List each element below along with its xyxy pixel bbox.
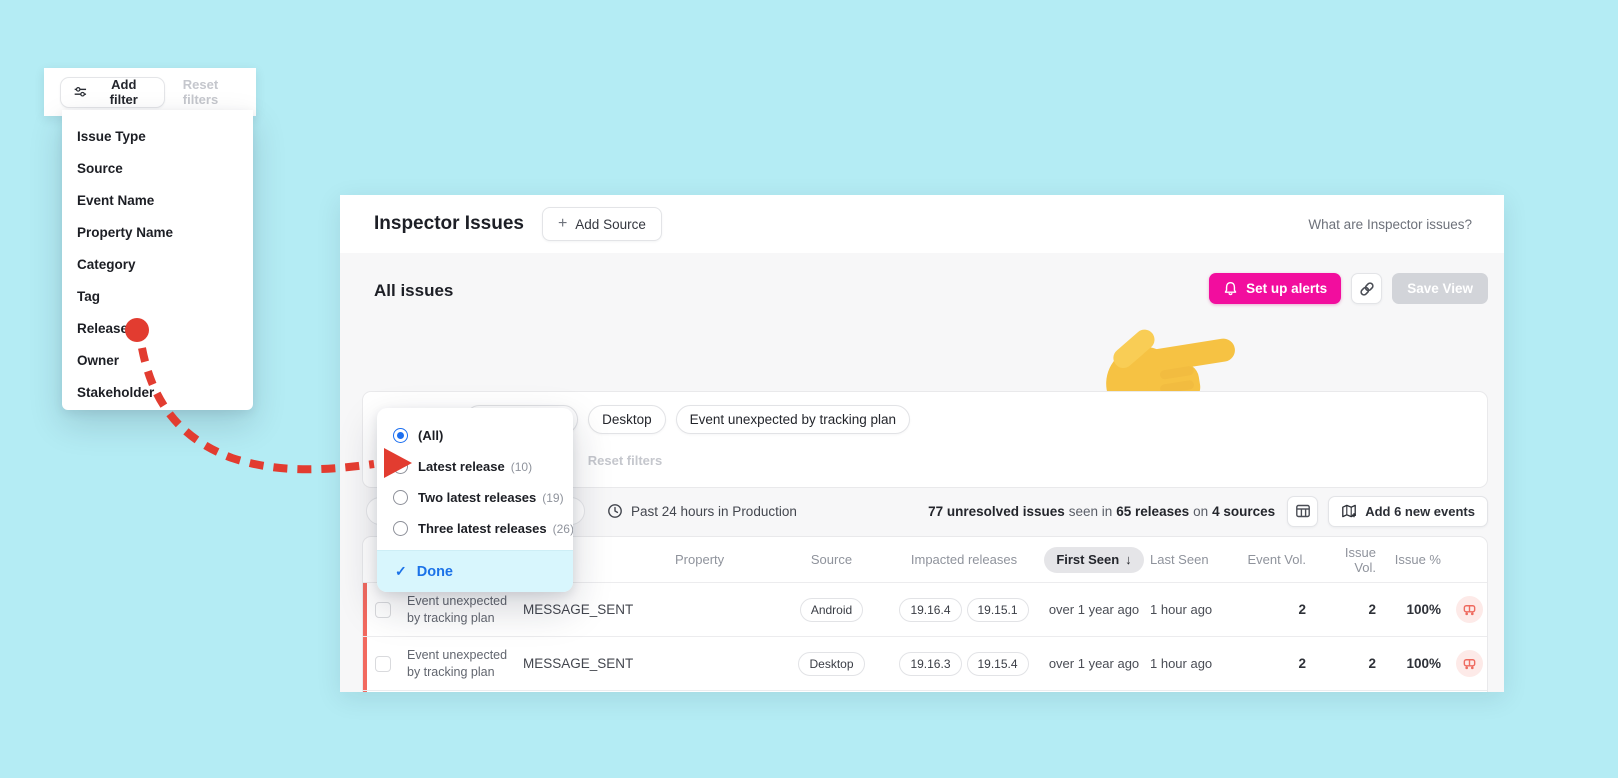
- add-new-events-button[interactable]: Add 6 new events: [1328, 495, 1488, 527]
- issue-pct-cell: 100%: [1406, 656, 1441, 671]
- issue-type-cell: Event unexpected by tracking plan: [407, 648, 508, 679]
- radio-icon[interactable]: [393, 521, 408, 536]
- section-actions: Set up alerts Save View: [1209, 273, 1488, 304]
- timeframe-label: Past 24 hours in Production: [631, 503, 797, 519]
- event-vol-cell: 2: [1298, 656, 1306, 671]
- timeframe: Past 24 hours in Production: [607, 503, 797, 519]
- table-row[interactable]: Event unexpected by tracking plan MESSAG…: [363, 636, 1487, 690]
- table-header-row: Property Source Impacted releases First …: [363, 537, 1487, 582]
- link-icon: [1360, 281, 1374, 296]
- issue-severity-stripe: [363, 583, 367, 636]
- add-events-label: Add 6 new events: [1365, 503, 1475, 519]
- filter-type-menu: Issue Type Source Event Name Property Na…: [62, 110, 253, 410]
- col-header-issue-pct[interactable]: Issue %: [1394, 552, 1441, 567]
- menu-item-source[interactable]: Source: [77, 160, 123, 176]
- issue-severity-stripe: [363, 637, 367, 690]
- set-up-alerts-label: Set up alerts: [1246, 281, 1328, 296]
- menu-item-owner[interactable]: Owner: [77, 352, 120, 368]
- col-header-event-vol[interactable]: Event Vol.: [1247, 552, 1306, 567]
- radio-icon[interactable]: [393, 490, 408, 505]
- last-seen-cell: 1 hour ago: [1150, 602, 1213, 617]
- radio-selected-icon[interactable]: [393, 428, 408, 443]
- menu-item-stakeholder[interactable]: Stakeholder: [77, 384, 155, 400]
- release-chip: 19.15.1: [966, 597, 1029, 622]
- issues-table: Property Source Impacted releases First …: [362, 536, 1488, 692]
- issue-pct-cell: 100%: [1406, 602, 1441, 617]
- set-up-alerts-button[interactable]: Set up alerts: [1209, 273, 1342, 304]
- done-button[interactable]: ✓ Done: [377, 550, 573, 592]
- issue-severity-stripe: [363, 691, 367, 692]
- menu-item-release[interactable]: Release: [77, 320, 129, 336]
- event-name-cell: MESSAGE_SENT: [523, 602, 634, 617]
- reset-filters-button[interactable]: Reset filters: [587, 453, 663, 468]
- col-header-first-seen[interactable]: First Seen ↓: [1044, 546, 1144, 573]
- source-chip: Android: [799, 597, 864, 622]
- rover-icon: [1463, 659, 1475, 670]
- event-vol-cell: 2: [1298, 602, 1306, 617]
- col-header-source[interactable]: Source: [810, 552, 853, 567]
- event-name-cell: MESSAGE_SENT: [523, 656, 634, 671]
- bell-icon: [1224, 281, 1237, 296]
- stats-releases-count: 65 releases: [1116, 503, 1190, 519]
- menu-item-category[interactable]: Category: [77, 256, 136, 272]
- add-source-label: Add Source: [575, 216, 646, 232]
- release-chip: 19.16.3: [899, 651, 962, 676]
- table-view-button[interactable]: [1287, 495, 1319, 527]
- release-filter-popup: (All) Latest release (10) Two latest rel…: [377, 408, 573, 592]
- issue-vol-cell: 2: [1368, 656, 1376, 671]
- release-chip: 19.16.4: [899, 597, 962, 622]
- save-view-button[interactable]: Save View: [1392, 273, 1488, 304]
- source-chip: Desktop: [798, 651, 865, 676]
- stats-sources-count: 4 sources: [1212, 503, 1276, 519]
- menu-item-event-name[interactable]: Event Name: [77, 192, 155, 208]
- rover-icon: [1463, 605, 1475, 616]
- col-header-issue-vol[interactable]: Issue Vol.: [1344, 544, 1376, 575]
- row-checkbox[interactable]: [375, 655, 391, 672]
- issue-vol-cell: 2: [1368, 602, 1376, 617]
- check-icon: ✓: [395, 563, 407, 579]
- release-chip: 19.15.4: [966, 651, 1029, 676]
- table-row[interactable]: Event unexpected by tracking plan MESSAG…: [363, 582, 1487, 636]
- last-seen-cell: 1 hour ago: [1150, 656, 1213, 671]
- issues-stats: 77 unresolved issues seen in 65 releases…: [928, 503, 1276, 519]
- col-header-last-seen[interactable]: Last Seen: [1150, 552, 1209, 567]
- add-source-button[interactable]: + Add Source: [541, 207, 662, 241]
- map-plus-icon: [1342, 504, 1357, 518]
- radio-icon[interactable]: [393, 459, 408, 474]
- quick-filter-event-unexpected[interactable]: Event unexpected by tracking plan: [675, 405, 910, 434]
- plus-icon: +: [557, 215, 568, 232]
- first-seen-sort-pill[interactable]: First Seen ↓: [1044, 546, 1144, 573]
- release-option-two-latest[interactable]: Two latest releases (19): [377, 482, 573, 513]
- filter-menu-toolbar: Add filter Reset filters: [44, 68, 256, 116]
- copy-link-button[interactable]: [1351, 273, 1383, 304]
- release-option-three-latest[interactable]: Three latest releases (26): [377, 513, 573, 544]
- section-title: All issues: [374, 281, 454, 300]
- table-row[interactable]: Event unexpected by tracking plan MESSAG…: [363, 690, 1487, 692]
- row-checkbox[interactable]: [375, 601, 391, 618]
- first-seen-cell: over 1 year ago: [1048, 656, 1140, 671]
- quick-filter-desktop[interactable]: Desktop: [588, 405, 666, 434]
- stats-issues-count: 77 unresolved issues: [928, 503, 1065, 519]
- menu-item-tag[interactable]: Tag: [77, 288, 100, 304]
- menu-reset-filters-button[interactable]: Reset filters: [182, 77, 219, 107]
- table-icon: [1295, 504, 1310, 518]
- release-option-all[interactable]: (All): [377, 420, 573, 451]
- page-title: Inspector Issues: [374, 213, 524, 234]
- rover-badge: [1455, 596, 1483, 623]
- first-seen-cell: over 1 year ago: [1048, 602, 1140, 617]
- issue-type-cell: Event unexpected by tracking plan: [407, 594, 508, 625]
- sort-down-icon: ↓: [1125, 552, 1132, 567]
- menu-item-issue-type[interactable]: Issue Type: [77, 128, 146, 144]
- help-link[interactable]: What are Inspector issues?: [1308, 216, 1472, 232]
- col-header-impacted-releases[interactable]: Impacted releases: [910, 552, 1018, 567]
- rover-badge: [1455, 650, 1483, 677]
- menu-add-filter-button[interactable]: Add filter: [60, 76, 165, 108]
- clock-icon: [608, 504, 622, 518]
- release-option-latest[interactable]: Latest release (10): [377, 451, 573, 482]
- panel-header: Inspector Issues + Add Source What are I…: [340, 195, 1504, 253]
- menu-item-property-name[interactable]: Property Name: [77, 224, 174, 240]
- menu-add-filter-label: Add filter: [109, 77, 138, 107]
- col-header-property[interactable]: Property: [675, 552, 725, 567]
- filter-icon: [74, 87, 87, 97]
